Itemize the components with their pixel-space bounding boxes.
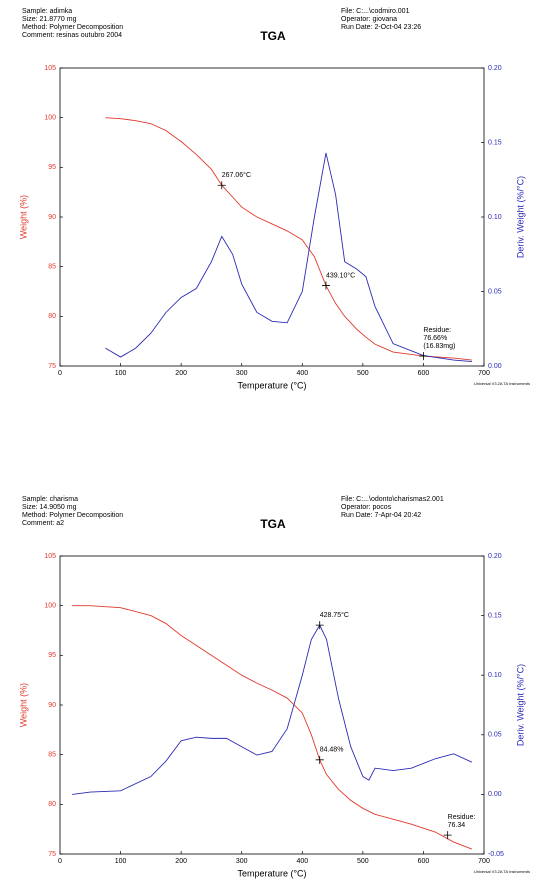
header-left: Size: 21.8770 mg <box>22 16 77 23</box>
y2-axis-label: Deriv. Weight (%/°C) <box>515 176 525 258</box>
header-right: File: C:...\odonto\charismas2.001 <box>341 496 444 503</box>
y2-tick-label: 0.00 <box>488 363 502 370</box>
x-tick-label: 400 <box>296 858 308 865</box>
x-tick-label: 600 <box>418 370 430 377</box>
header-left: Method: Polymer Decomposition <box>22 512 123 519</box>
x-tick-label: 400 <box>296 370 308 377</box>
x-tick-label: 700 <box>478 858 490 865</box>
y-tick-label: 100 <box>44 115 56 122</box>
x-tick-label: 100 <box>115 858 127 865</box>
y2-tick-label: 0.15 <box>488 612 502 619</box>
header-left: Comment: a2 <box>22 520 64 527</box>
annotation: Residue: <box>423 327 451 334</box>
y-tick-label: 95 <box>48 652 56 659</box>
y2-tick-label: 0.10 <box>488 672 502 679</box>
y-tick-label: 105 <box>44 553 56 560</box>
footer: Universal V3.2A TA Instruments <box>474 381 530 386</box>
y-tick-label: 85 <box>48 264 56 271</box>
header-left: Sample: adimka <box>22 8 72 15</box>
y-axis-label: Weight (%) <box>18 195 28 239</box>
y2-tick-label: 0.15 <box>488 139 502 146</box>
y-tick-label: 80 <box>48 801 56 808</box>
annotation: 439.10°C <box>326 271 355 279</box>
header-left: Size: 14.9050 mg <box>22 504 77 511</box>
y-tick-label: 80 <box>48 313 56 320</box>
series-line <box>72 605 473 850</box>
x-tick-label: 100 <box>115 370 127 377</box>
series-line <box>72 624 473 795</box>
annotation: 428.75°C <box>320 611 349 619</box>
y2-tick-label: 0.20 <box>488 553 502 560</box>
x-tick-label: 300 <box>236 858 248 865</box>
header-left: Comment: resinas outubro 2004 <box>22 32 122 39</box>
header-left: Method: Polymer Decomposition <box>22 24 123 31</box>
y-axis-label: Weight (%) <box>18 683 28 727</box>
marker-cross <box>217 181 226 190</box>
header-right: Operator: giovana <box>341 16 397 23</box>
annotation: 267.06°C <box>222 171 251 179</box>
annotation: 84.48% <box>320 747 344 754</box>
y-tick-label: 75 <box>48 363 56 370</box>
plot-frame <box>59 555 485 855</box>
header-right: Operator: pocos <box>341 504 392 511</box>
annotation: 76.34 <box>448 822 466 829</box>
y-tick-label: 100 <box>44 603 56 610</box>
x-tick-label: 200 <box>175 858 187 865</box>
x-axis-label: Temperature (°C) <box>237 380 306 390</box>
marker-cross <box>443 831 452 840</box>
header-right: Run Date: 2-Oct-04 23:26 <box>341 24 421 31</box>
annotation: (16.83mg) <box>423 343 455 350</box>
x-tick-label: 200 <box>175 370 187 377</box>
marker-cross <box>321 281 330 290</box>
y-tick-label: 75 <box>48 851 56 858</box>
x-tick-label: 500 <box>357 858 369 865</box>
series-line <box>105 152 472 362</box>
y2-axis-label: Deriv. Weight (%/°C) <box>515 664 525 746</box>
header-left: Sample: charisma <box>22 496 78 503</box>
y2-tick-label: 0.20 <box>488 65 502 72</box>
y2-tick-label: 0.05 <box>488 288 502 295</box>
annotation: 76.66% <box>423 335 447 342</box>
y2-tick-label: 0.10 <box>488 214 502 221</box>
x-tick-label: 0 <box>58 370 62 377</box>
y2-tick-label: 0.00 <box>488 791 502 798</box>
y-tick-label: 95 <box>48 164 56 171</box>
x-axis-label: Temperature (°C) <box>237 868 306 878</box>
marker-cross <box>419 352 428 361</box>
header-right: Run Date: 7-Apr-04 20:42 <box>341 512 421 519</box>
footer: Universal V3.2A TA Instruments <box>474 869 530 874</box>
x-tick-label: 300 <box>236 370 248 377</box>
marker-cross <box>315 755 324 764</box>
y-tick-label: 105 <box>44 65 56 72</box>
chart-title: TGA <box>260 29 286 43</box>
series-line <box>105 117 472 361</box>
y-tick-label: 90 <box>48 214 56 221</box>
header-right: File: C:...\codmiro.001 <box>341 8 410 15</box>
y-tick-label: 85 <box>48 752 56 759</box>
y2-tick-label: 0.05 <box>488 732 502 739</box>
x-tick-label: 700 <box>478 370 490 377</box>
y-tick-label: 90 <box>48 702 56 709</box>
annotation: Residue: <box>448 814 476 821</box>
chart-title: TGA <box>260 517 286 531</box>
x-tick-label: 500 <box>357 370 369 377</box>
x-tick-label: 0 <box>58 858 62 865</box>
marker-cross <box>315 621 324 630</box>
y2-tick-label: -0.05 <box>488 851 504 858</box>
x-tick-label: 600 <box>418 858 430 865</box>
